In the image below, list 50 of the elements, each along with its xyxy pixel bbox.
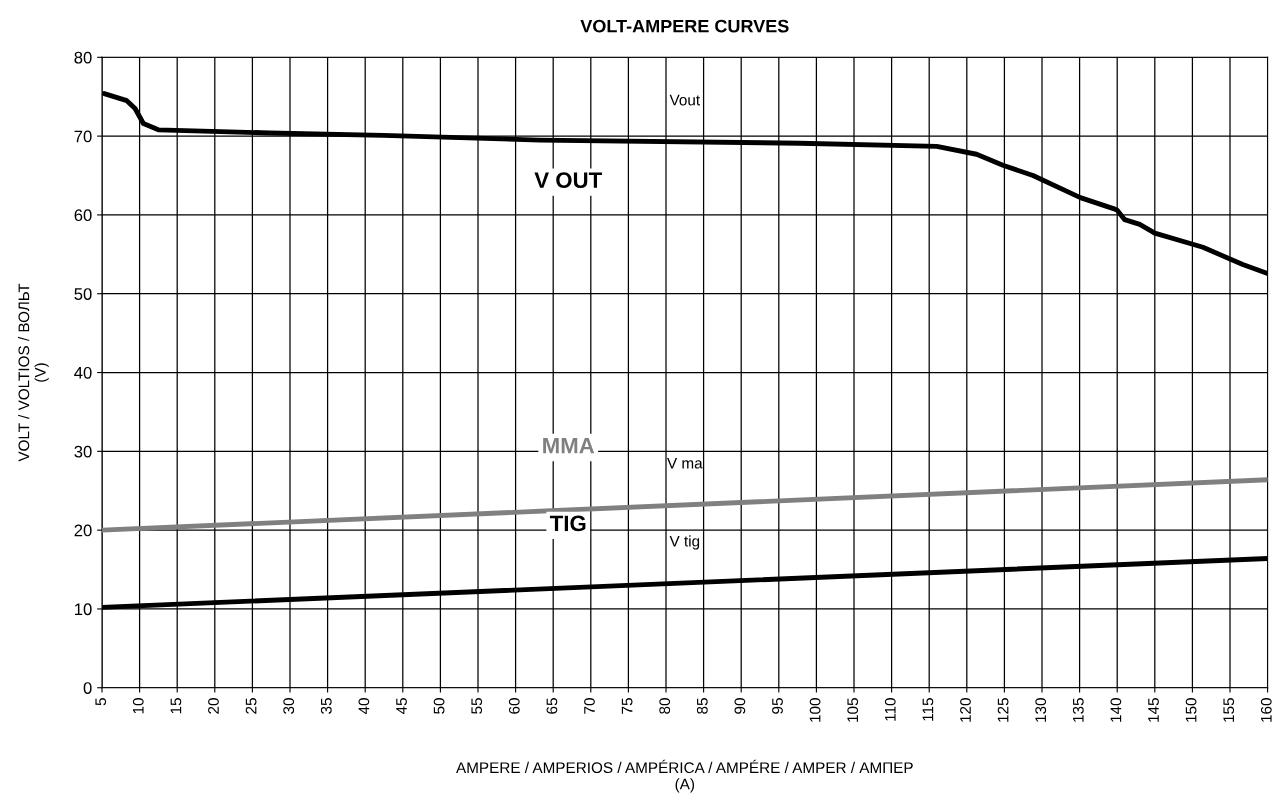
y-tick-label: 60 [74,209,92,222]
x-axis-title: AMPERE / AMPERIOS / AMPÉRICA / AMPÉRE / AMPER / АМПЕР (A) [456,759,913,793]
x-tick-label: 45 [396,698,407,715]
x-tick-label: 105 [847,698,859,722]
y-tick-label: 10 [75,603,92,616]
x-tick-label: 135 [1072,698,1084,722]
y-axis-title: VOLT / VOLTIOS / ВОЛЬТ (V) [18,283,49,462]
x-tick-label: 35 [320,698,332,714]
x-tick-label: 75 [621,698,633,714]
annotation: MMA [543,437,595,454]
x-tick-label: 40 [358,698,370,715]
x-tick-label: 70 [584,698,595,714]
x-tick-label: 30 [283,698,295,714]
x-tick-label: 150 [1185,698,1197,722]
text: Vout [669,94,700,106]
x-tick-label: 155 [1223,698,1235,722]
x-tick-label: 25 [245,698,257,714]
x-tick-label: 95 [772,698,783,714]
x-tick-label: 20 [208,698,219,714]
annotation: V OUT [534,172,602,189]
x-tick-label: 130 [1035,698,1047,722]
x-tick-label: 160 [1260,698,1272,722]
x-tick-label: 15 [170,698,182,714]
x-tick-label: 90 [734,698,746,714]
text: V tig [669,535,700,550]
x-tick-label: 120 [960,698,971,722]
x-tick-label: 60 [508,698,520,714]
x-tick-label: 65 [546,698,558,714]
x-tick-label: 115 [922,698,934,721]
x-tick-label: 145 [1148,698,1159,722]
x-tick-label: 10 [132,698,144,714]
y-tick-label: 80 [74,51,92,64]
x-tick-label: 100 [809,698,821,722]
x-tick-label: 5 [95,698,107,706]
x-tick-label: 85 [696,698,708,714]
y-tick-label: 50 [74,288,92,300]
y-tick-label: 30 [74,445,92,458]
x-tick-label: 55 [471,698,483,714]
text: V ma [667,457,703,469]
y-tick-label: 0 [83,682,92,694]
y-tick-label: 20 [74,524,92,537]
x-tick-label: 50 [433,698,445,714]
chart-title: VOLT-AMPERE CURVES [580,19,789,33]
x-tick-label: 140 [1110,698,1122,722]
y-tick-label: 40 [74,366,92,379]
x-tick-label: 80 [659,698,671,714]
y-tick-label: 70 [74,130,92,143]
x-tick-label: 110 [884,698,896,721]
x-tick-label: 125 [997,698,1009,722]
annotation: TIG [549,515,586,532]
